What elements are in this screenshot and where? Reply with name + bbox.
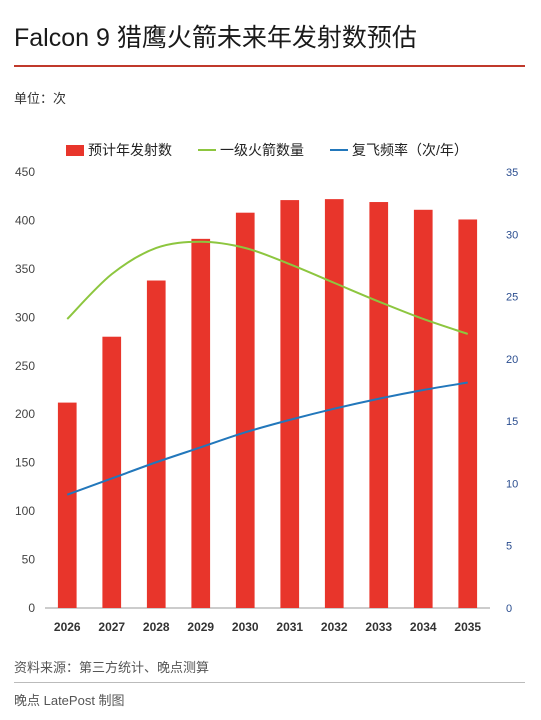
y-right-tick-label: 30: [506, 229, 518, 241]
axes: 0 50 100 150 200 250 300 350 400 450 0 5 10 15 20 25 30 3…: [15, 165, 518, 634]
y-left-tick-label: 150: [15, 456, 35, 470]
legend-label-bar: 预计年发射数: [88, 142, 172, 158]
chart-area: 预计年发射数 一级火箭数量 复飞频率（次/年） 050100150200250300…: [15, 142, 518, 634]
unit-label: 单位：次: [14, 91, 67, 106]
bar-2030: [235, 212, 255, 608]
bar-2029: [191, 238, 211, 608]
y-left-tick-label: 0: [28, 601, 35, 615]
footer-divider: [14, 682, 525, 683]
y-right-tick-label: 5: [506, 541, 512, 553]
legend: 预计年发射数 一级火箭数量 复飞频率（次/年）: [66, 142, 468, 158]
bar-2035: [458, 219, 478, 608]
y-left-tick-label: 300: [15, 310, 35, 324]
x-tick-label: 2031: [276, 620, 303, 634]
y-left-tick-label: 50: [22, 553, 36, 567]
bar-2026: [57, 402, 77, 608]
y-right-tick-label: 15: [506, 416, 518, 428]
x-tick-label: 2034: [410, 620, 437, 634]
x-tick-label: 2029: [187, 620, 214, 634]
y-left-tick-label: 450: [15, 165, 35, 179]
x-tick-label: 2030: [232, 620, 259, 634]
x-tick-label: 2035: [454, 620, 481, 634]
line-series: [66, 240, 469, 496]
bar-series: [57, 199, 478, 608]
x-tick-label: 2027: [98, 620, 125, 634]
y-left-tick-label: 350: [15, 262, 35, 276]
legend-label-blue: 复飞频率（次/年）: [352, 142, 468, 158]
legend-label-green: 一级火箭数量: [220, 142, 304, 158]
legend-swatch-bar: [66, 145, 84, 156]
source-note: 资料来源：第三方统计、晚点测算: [14, 660, 210, 675]
y-left-tick-label: 200: [15, 407, 35, 421]
bar-2028: [146, 280, 166, 608]
y-right-tick-label: 35: [506, 167, 518, 179]
bar-2027: [102, 336, 122, 608]
bar-2032: [324, 199, 344, 608]
x-tick-label: 2028: [143, 620, 170, 634]
x-tick-label: 2033: [365, 620, 392, 634]
x-tick-label: 2032: [321, 620, 348, 634]
bar-2031: [280, 200, 300, 608]
y-left-tick-label: 100: [15, 504, 35, 518]
y-left-tick-label: 400: [15, 213, 35, 227]
y-right-tick-label: 25: [506, 292, 518, 304]
bar-2033: [369, 202, 389, 608]
y-right-tick-label: 0: [506, 603, 512, 615]
line-first-stage-count: [66, 240, 469, 335]
x-tick-label: 2026: [54, 620, 81, 634]
line-reflight-frequency: [66, 381, 468, 496]
bar-2034: [413, 209, 433, 608]
y-left-tick-label: 250: [15, 359, 35, 373]
title-divider: [14, 65, 525, 67]
y-right-tick-label: 10: [506, 478, 518, 490]
credit-note: 晚点 LatePost 制图: [14, 693, 125, 708]
chart-title: Falcon 9 猎鹰火箭未来年发射数预估: [14, 24, 417, 52]
y-right-tick-label: 20: [506, 354, 518, 366]
